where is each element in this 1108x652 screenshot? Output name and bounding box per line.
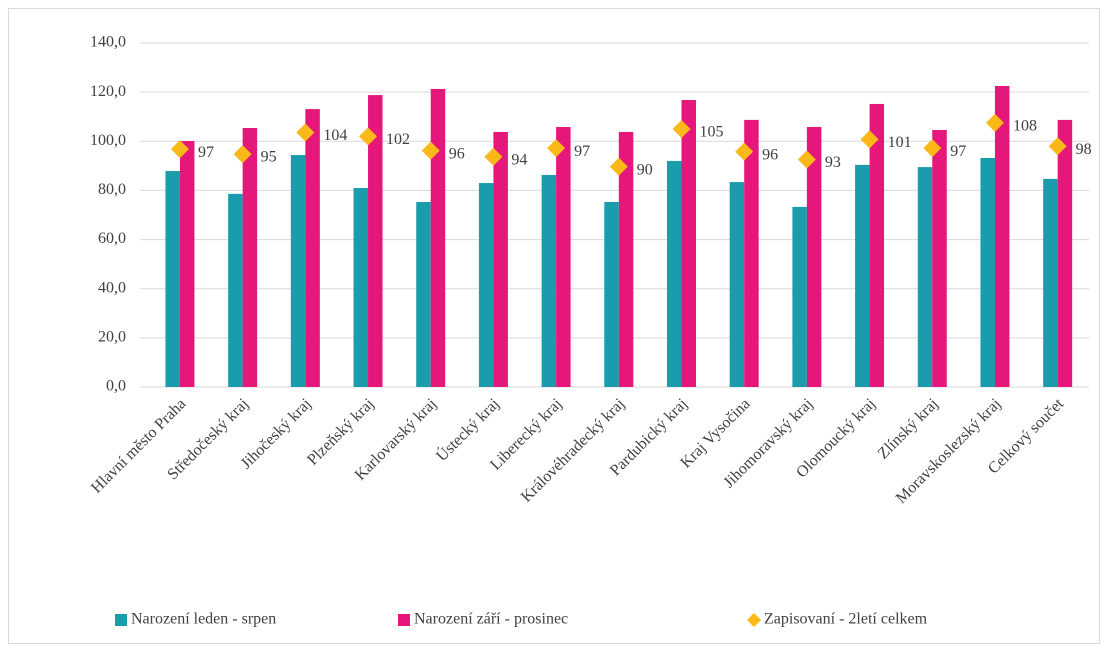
marker — [860, 130, 879, 149]
marker — [672, 120, 691, 138]
data-label: 96 — [762, 146, 778, 163]
marker — [735, 142, 754, 161]
bar — [541, 174, 557, 387]
y-tick-label: 40,0 — [98, 279, 126, 296]
marker — [421, 141, 440, 160]
data-label: 108 — [1013, 118, 1037, 135]
legend-marker — [747, 613, 761, 627]
y-tick-label: 20,0 — [98, 329, 126, 346]
data-label: 102 — [386, 131, 410, 148]
data-label: 97 — [950, 143, 966, 160]
marker — [547, 139, 566, 158]
data-label: 95 — [261, 149, 277, 166]
y-tick-label: 140,0 — [90, 34, 126, 51]
bar — [618, 131, 634, 387]
marker — [797, 150, 816, 169]
data-label: 97 — [198, 144, 214, 161]
marker — [609, 157, 628, 176]
bar — [228, 193, 243, 387]
y-tick-label: 80,0 — [98, 181, 126, 198]
bar — [165, 171, 180, 387]
bar — [305, 109, 320, 388]
marker — [359, 127, 378, 146]
bar — [368, 95, 383, 387]
bar — [932, 129, 947, 388]
legend-label: Narození září - prosinec — [414, 611, 568, 628]
legend-label: Zapisovaní - 2letí celkem — [764, 611, 928, 628]
bar — [1043, 178, 1058, 387]
bar — [729, 182, 745, 387]
data-label: 94 — [511, 151, 527, 168]
bar — [556, 127, 571, 387]
bar — [242, 128, 258, 387]
legend-label: Narození leden - srpen — [131, 611, 276, 628]
bar — [179, 141, 195, 387]
bar — [604, 201, 619, 387]
bar — [290, 155, 306, 387]
marker — [923, 139, 942, 158]
data-label: 90 — [637, 161, 653, 178]
marker — [1048, 137, 1067, 156]
bar — [744, 119, 759, 387]
y-tick-label: 120,0 — [90, 83, 126, 100]
bar — [994, 86, 1010, 387]
bar — [493, 131, 508, 387]
y-tick-label: 0,0 — [106, 378, 126, 395]
data-label: 96 — [449, 145, 465, 162]
bar — [855, 164, 870, 387]
data-label: 98 — [1076, 141, 1092, 158]
bar — [806, 127, 822, 387]
marker — [484, 147, 503, 166]
legend-marker — [115, 614, 127, 626]
bar — [980, 157, 995, 387]
y-tick-label: 100,0 — [90, 132, 126, 149]
bar — [416, 201, 431, 387]
bar — [869, 103, 885, 388]
bar — [430, 88, 446, 387]
bar — [917, 167, 933, 387]
bar — [666, 160, 682, 387]
data-label: 93 — [825, 154, 841, 171]
bar — [1057, 119, 1073, 387]
data-label: 101 — [888, 134, 912, 151]
data-label: 97 — [574, 143, 590, 160]
marker — [296, 123, 315, 142]
bar — [353, 187, 369, 387]
marker — [233, 145, 252, 164]
marker — [170, 140, 189, 159]
data-label: 104 — [323, 127, 347, 144]
marker — [985, 113, 1004, 132]
data-label: 105 — [699, 124, 723, 141]
y-tick-label: 60,0 — [98, 230, 126, 247]
bar — [681, 100, 696, 388]
bar — [478, 183, 494, 387]
legend-marker — [398, 614, 410, 626]
bar — [792, 206, 807, 387]
